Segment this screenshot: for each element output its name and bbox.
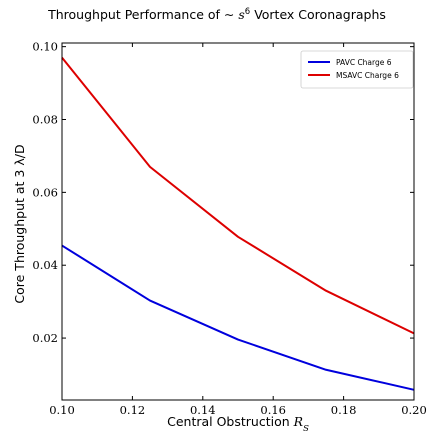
x-tick-label: 0.12 — [120, 403, 146, 417]
y-tick-label: 0.06 — [32, 185, 58, 199]
y-tick-label: 0.04 — [32, 258, 58, 272]
y-tick-label: 0.08 — [32, 113, 58, 127]
x-tick-label: 0.16 — [260, 403, 286, 417]
plot-frame — [61, 42, 415, 401]
title-text-end: Vortex Coronagraphs — [250, 7, 386, 22]
x-axis-label-text: Central Obstruction — [167, 414, 294, 429]
title-exponent: 6 — [245, 7, 250, 17]
legend-label-2: MSAVC Charge 6 — [336, 71, 399, 80]
title-tilde: ∼ — [224, 7, 234, 22]
x-tick-label: 0.20 — [401, 403, 427, 417]
series-line-1 — [61, 244, 415, 391]
series-layer — [61, 56, 415, 391]
y-tick-label: 0.10 — [32, 40, 58, 54]
title-text-start: Throughput Performance of — [47, 7, 224, 22]
chart-title: Throughput Performance of ∼ s6 Vortex Co… — [47, 7, 386, 22]
title-variable: s — [238, 7, 244, 22]
legend: PAVC Charge 6 MSAVC Charge 6 — [300, 50, 414, 89]
x-axis-label: Central Obstruction RS — [167, 414, 309, 434]
y-axis-label: Core Throughput at 3 λ/D — [12, 144, 27, 303]
ticks-layer: 0.10 0.12 0.14 0.16 0.18 0.20 0.02 0.04 0.06 0.08… — [32, 40, 426, 417]
x-tick-label: 0.14 — [190, 403, 216, 417]
legend-box — [300, 50, 414, 89]
x-axis-variable: R — [293, 414, 303, 429]
x-axis-subscript: S — [303, 424, 309, 434]
x-tick-label: 0.18 — [331, 403, 357, 417]
x-tick-label: 0.10 — [49, 403, 75, 417]
series-line-2 — [61, 56, 415, 335]
y-tick-label: 0.02 — [32, 331, 58, 345]
legend-label-1: PAVC Charge 6 — [336, 58, 392, 67]
